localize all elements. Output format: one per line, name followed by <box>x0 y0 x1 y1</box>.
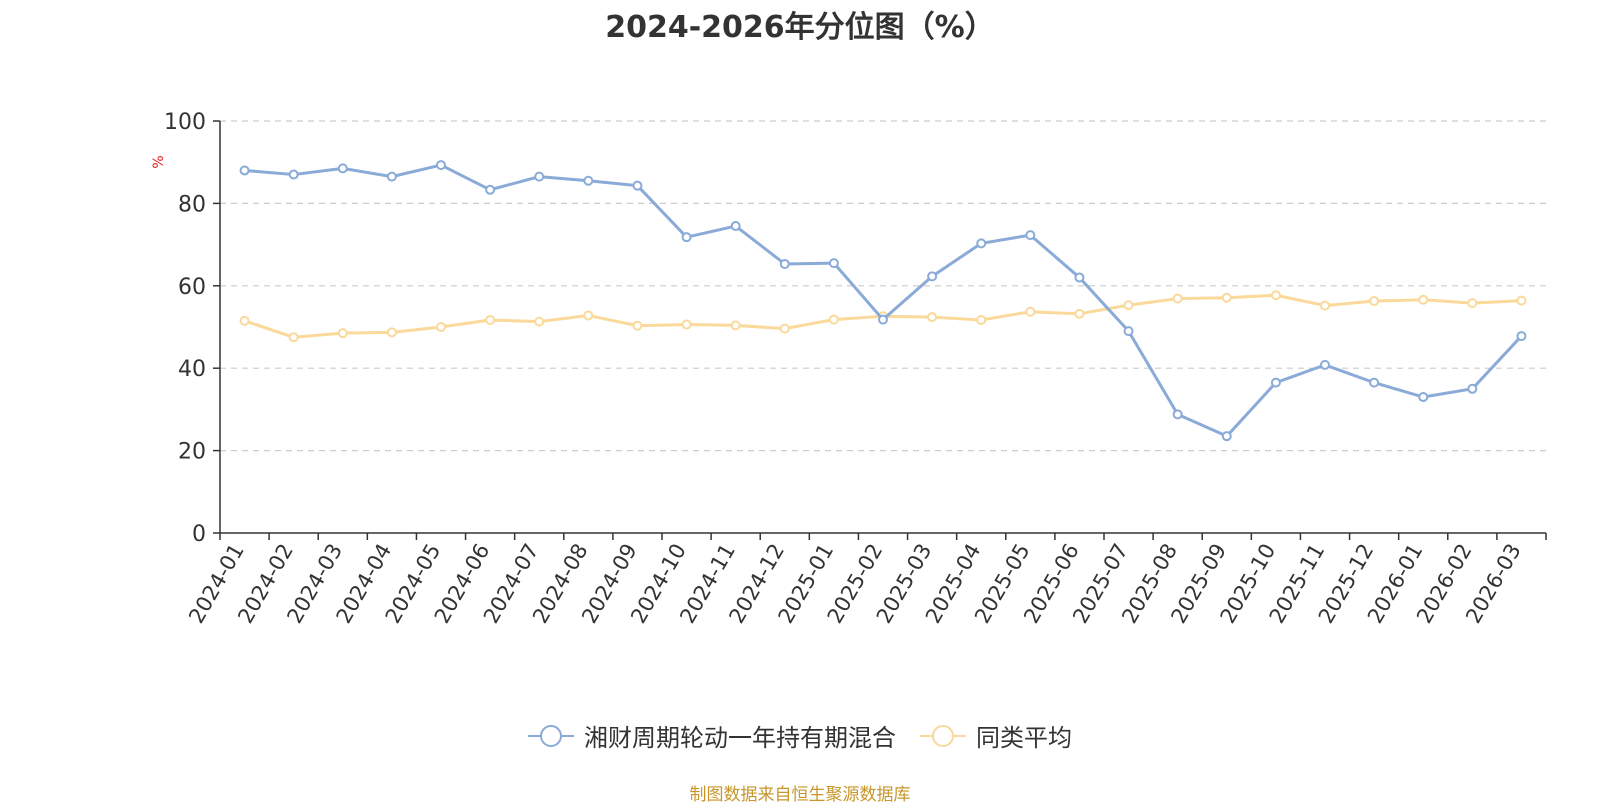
data-point-s0-19[interactable] <box>1172 409 1183 420</box>
data-point-s0-7[interactable] <box>583 175 594 186</box>
data-point-s0-12[interactable] <box>828 258 839 269</box>
data-point-s1-2[interactable] <box>337 328 348 339</box>
data-point-s0-25[interactable] <box>1467 383 1478 394</box>
data-point-s1-0[interactable] <box>239 315 250 326</box>
data-point-s1-26[interactable] <box>1516 295 1527 306</box>
data-point-s0-4[interactable] <box>436 160 446 171</box>
data-point-s0-2[interactable] <box>337 163 348 174</box>
data-point-s0-3[interactable] <box>386 171 397 182</box>
data-point-s0-20[interactable] <box>1221 431 1232 442</box>
data-point-s1-4[interactable] <box>436 322 446 332</box>
data-point-s0-22[interactable] <box>1320 359 1330 370</box>
data-point-s1-20[interactable] <box>1221 292 1232 303</box>
data-point-s1-5[interactable] <box>485 314 496 325</box>
series-line-0 <box>244 163 1523 438</box>
data-point-s1-23[interactable] <box>1369 296 1380 307</box>
data-point-s0-6[interactable] <box>534 171 545 182</box>
data-point-s0-21[interactable] <box>1270 377 1281 388</box>
data-point-s0-8[interactable] <box>632 180 643 191</box>
legend-item-average[interactable]: 同类平均 <box>920 718 1072 753</box>
data-point-s0-10[interactable] <box>730 221 741 232</box>
data-point-s0-9[interactable] <box>681 232 692 243</box>
data-point-s1-21[interactable] <box>1270 290 1281 301</box>
data-point-s0-26[interactable] <box>1516 331 1527 342</box>
data-point-s1-7[interactable] <box>583 310 594 321</box>
y-tick-label: 100 <box>164 110 206 135</box>
data-point-s1-15[interactable] <box>976 314 987 325</box>
data-point-s1-19[interactable] <box>1172 293 1183 304</box>
data-point-s1-10[interactable] <box>730 320 741 331</box>
data-point-s1-24[interactable] <box>1418 294 1429 305</box>
data-point-s1-16[interactable] <box>1025 306 1036 317</box>
data-point-s1-9[interactable] <box>681 319 692 330</box>
data-point-s1-22[interactable] <box>1320 300 1330 311</box>
data-point-s1-17[interactable] <box>1074 308 1085 319</box>
y-tick-label: 80 <box>178 192 206 217</box>
data-point-s1-18[interactable] <box>1123 300 1134 311</box>
y-tick-label: 20 <box>178 440 206 465</box>
legend-line-circle-icon <box>920 724 966 747</box>
data-point-s0-18[interactable] <box>1123 326 1134 337</box>
data-point-s1-11[interactable] <box>779 323 790 334</box>
legend-item-fund[interactable]: 湘财周期轮动一年持有期混合 <box>528 718 896 753</box>
data-point-s1-25[interactable] <box>1467 298 1478 309</box>
data-point-s0-14[interactable] <box>927 271 938 282</box>
y-axis-unit-label: % <box>151 155 167 168</box>
legend-line-circle-icon <box>528 724 574 747</box>
legend: 湘财周期轮动一年持有期混合 同类平均 <box>0 718 1600 753</box>
data-point-s0-0[interactable] <box>239 165 250 176</box>
data-point-s0-11[interactable] <box>779 258 790 269</box>
data-point-s0-24[interactable] <box>1418 392 1429 403</box>
data-point-s1-6[interactable] <box>534 316 545 327</box>
legend-label-average: 同类平均 <box>976 724 1072 752</box>
data-point-s1-8[interactable] <box>632 320 643 331</box>
source-note: 制图数据来自恒生聚源数据库 <box>689 785 911 805</box>
data-point-s0-13[interactable] <box>878 314 888 325</box>
chart-title: 2024-2026年分位图（%） <box>605 10 995 45</box>
legend-label-fund: 湘财周期轮动一年持有期混合 <box>584 724 896 752</box>
data-point-s1-3[interactable] <box>386 327 397 338</box>
y-tick-label: 40 <box>178 357 206 382</box>
data-point-s0-15[interactable] <box>976 238 987 249</box>
data-point-s0-16[interactable] <box>1025 230 1036 241</box>
data-point-s0-17[interactable] <box>1074 272 1085 283</box>
data-point-s0-1[interactable] <box>288 169 299 180</box>
y-tick-label: 60 <box>178 275 206 300</box>
y-tick-label: 0 <box>192 522 206 547</box>
data-point-s1-1[interactable] <box>288 332 299 343</box>
data-point-s0-23[interactable] <box>1369 377 1380 388</box>
data-point-s0-5[interactable] <box>485 184 496 195</box>
data-point-s1-14[interactable] <box>927 312 938 323</box>
data-point-s1-12[interactable] <box>828 314 839 325</box>
